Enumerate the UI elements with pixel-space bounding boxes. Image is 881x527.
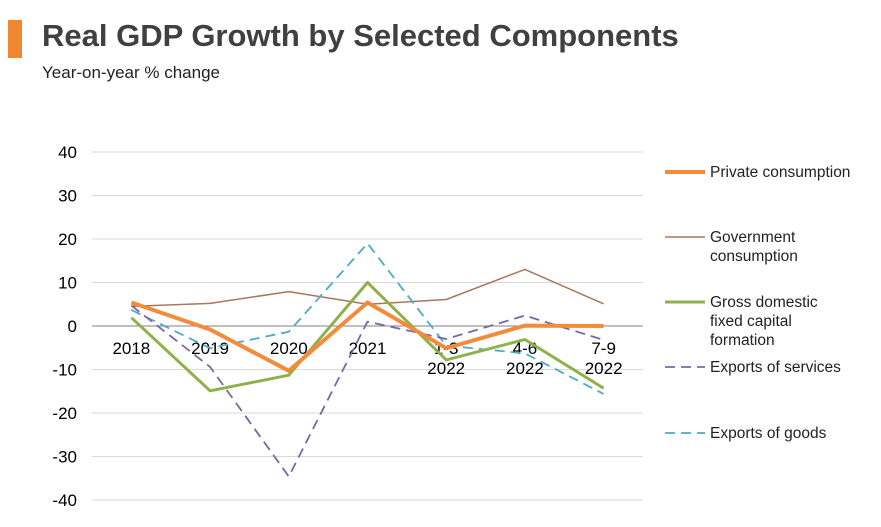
y-tick-label: 30 [58, 187, 77, 206]
y-tick-label: -10 [52, 361, 77, 380]
y-tick-label: 10 [58, 274, 77, 293]
legend-label: formation [710, 332, 775, 349]
series-line-2 [130, 281, 605, 393]
y-tick-label: -30 [52, 448, 77, 467]
legend-label: Exports of goods [710, 425, 827, 442]
y-tick-label: 40 [58, 143, 77, 162]
series-line-4 [131, 242, 605, 395]
title-accent-bar [8, 20, 22, 58]
x-tick-label: 2020 [270, 339, 308, 358]
x-tick-label: 2022 [427, 359, 465, 378]
legend-label: fixed capital [710, 313, 792, 330]
legend-item: Exports of goods [710, 424, 880, 443]
x-tick-label: 2022 [585, 359, 623, 378]
y-tick-label: 0 [68, 317, 77, 336]
legend-item: Exports of services [710, 358, 880, 377]
x-tick-label: 7-9 [591, 339, 616, 358]
series-line-3 [130, 304, 604, 478]
legend-label: Government [710, 229, 796, 246]
legend-item: Gross domestic fixed capital formation [710, 293, 880, 350]
series-line-0 [130, 300, 604, 373]
y-tick-label: 20 [58, 230, 77, 249]
y-tick-label: -40 [52, 491, 77, 510]
chart-subtitle: Year-on-year % change [42, 63, 220, 82]
x-tick-label: 2022 [506, 359, 544, 378]
legend-label: Gross domestic [710, 294, 818, 311]
legend-item: Private consumption [710, 163, 880, 182]
legend-label: Private consumption [710, 164, 851, 181]
legend-item: Government consumption [710, 228, 880, 266]
legend-label: consumption [710, 248, 798, 265]
x-tick-label: 2018 [112, 339, 150, 358]
legend-label: Exports of services [710, 359, 841, 376]
y-tick-label: -20 [52, 404, 77, 423]
chart-title: Real GDP Growth by Selected Components [42, 18, 679, 53]
x-tick-label: 2021 [349, 339, 387, 358]
